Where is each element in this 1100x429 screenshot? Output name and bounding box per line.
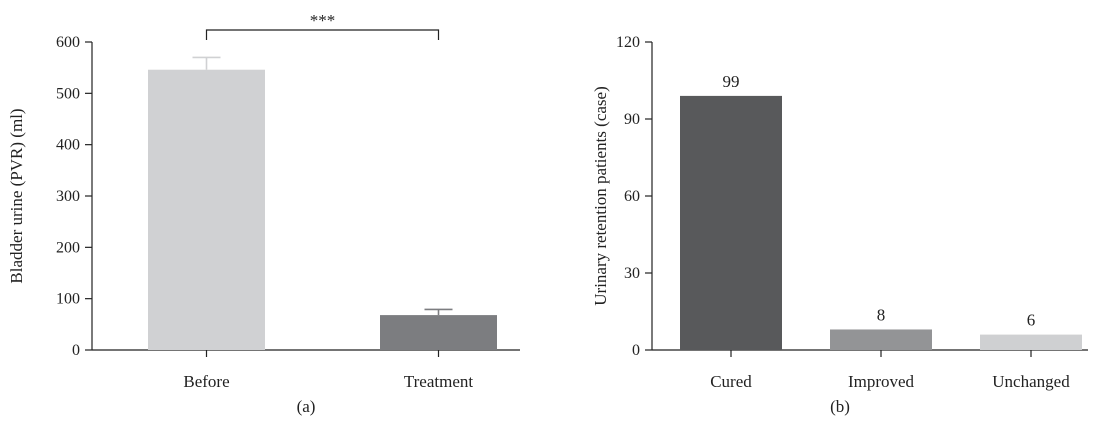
significance-label: *** (310, 11, 336, 30)
y-tick-label: 30 (624, 265, 640, 282)
y-tick-label: 0 (72, 342, 80, 359)
chart-a: 0 100 200 300 400 500 600 Bladder urine (PVR) (… (7, 11, 520, 416)
y-axis-label: Urinary retention patients (case) (591, 86, 610, 306)
y-tick-label: 0 (632, 342, 640, 359)
data-label: 8 (877, 305, 886, 324)
x-tick-label: Improved (848, 372, 915, 391)
y-tick-label: 300 (56, 188, 80, 205)
y-tick-label: 400 (56, 137, 80, 154)
x-tick-label: Cured (710, 372, 752, 391)
y-axis-label: Bladder urine (PVR) (ml) (7, 108, 26, 283)
x-tick-label: Unchanged (992, 372, 1070, 391)
y-tick-label: 90 (624, 111, 640, 128)
chart-b: 0 30 60 90 120 Urinary retention patients (ca… (591, 34, 1088, 416)
bar (148, 69, 265, 350)
y-tick-label: 100 (56, 291, 80, 308)
bar (680, 95, 782, 351)
panel-label: (a) (297, 397, 316, 416)
data-label: 99 (723, 72, 740, 91)
bar (830, 329, 932, 350)
bar (380, 315, 497, 350)
x-tick-label: Treatment (404, 372, 474, 391)
data-label: 6 (1027, 311, 1036, 330)
y-tick-label: 500 (56, 85, 80, 102)
y-tick-label: 120 (616, 34, 640, 51)
bar (980, 334, 1082, 350)
y-tick-label: 600 (56, 34, 80, 51)
y-tick-label: 60 (624, 188, 640, 205)
y-tick-label: 200 (56, 239, 80, 256)
x-tick-label: Before (183, 372, 229, 391)
significance-bracket (205, 29, 440, 40)
panel-label: (b) (830, 397, 850, 416)
